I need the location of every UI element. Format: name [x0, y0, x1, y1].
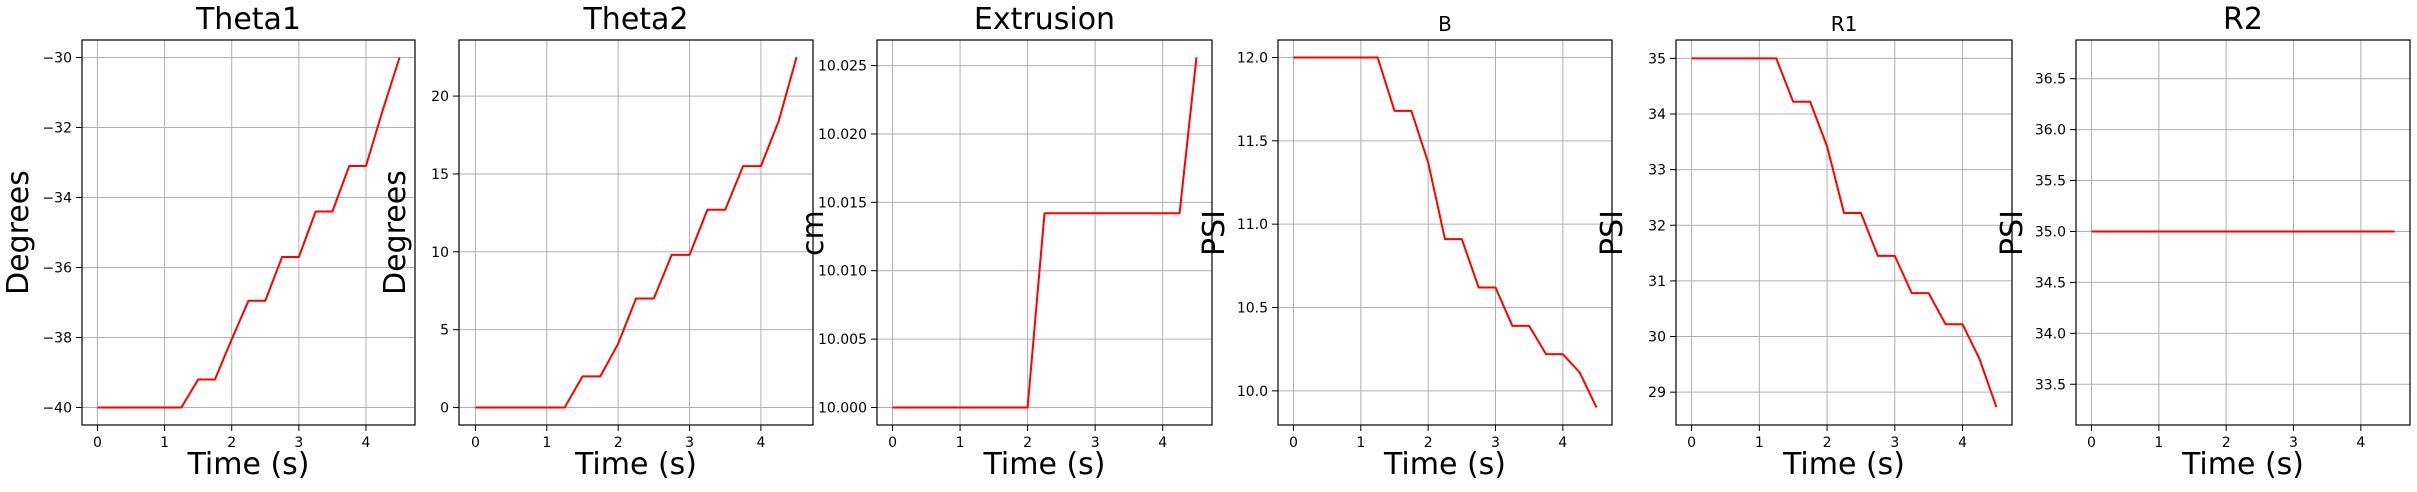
x-tick-label: 4: [756, 435, 765, 451]
plot-frame: [2075, 39, 2411, 426]
y-tick-label: −40: [42, 401, 72, 417]
y-axis-label: PSI: [1994, 209, 2030, 256]
x-tick-label: 2: [614, 435, 623, 451]
x-axis-label: Time (s): [1783, 447, 1905, 482]
y-tick-label: −32: [42, 121, 72, 137]
x-tick-label: 4: [1558, 435, 1567, 451]
y-tick-label: 34: [1648, 107, 1666, 123]
y-tick-label: 34.5: [2035, 275, 2066, 291]
y-tick-label: 12.0: [1237, 51, 1268, 67]
y-tick-label: 29: [1648, 385, 1666, 401]
y-tick-label: 31: [1648, 274, 1666, 290]
x-tick-label: 4: [2356, 435, 2365, 451]
plot-frame: [876, 39, 1213, 426]
x-tick-label: 3: [685, 435, 694, 451]
x-tick-label: 0: [471, 435, 480, 451]
x-axis-label: Time (s): [1384, 447, 1506, 482]
y-tick-label: 5: [440, 323, 449, 339]
chart-title: Theta1: [195, 2, 302, 37]
x-axis-label: Time (s): [187, 447, 310, 482]
x-tick-label: 3: [1091, 435, 1100, 451]
x-tick-label: 2: [1424, 435, 1433, 451]
y-tick-label: 10.010: [818, 264, 867, 280]
y-tick-label: 35.5: [2035, 174, 2066, 190]
x-tick-label: 1: [956, 435, 965, 451]
y-tick-label: 11.5: [1237, 134, 1268, 150]
y-tick-label: 33: [1648, 163, 1666, 179]
plot-frame: [458, 39, 814, 426]
y-tick-label: 36.5: [2035, 72, 2066, 88]
y-tick-label: 10.015: [818, 195, 867, 211]
y-tick-label: 30: [1648, 330, 1666, 346]
x-tick-label: 4: [362, 435, 371, 451]
y-tick-label: 10.025: [818, 59, 867, 75]
x-tick-label: 1: [1755, 435, 1764, 451]
x-tick-label: 3: [2289, 435, 2298, 451]
y-tick-label: −36: [42, 261, 72, 277]
chart-title: R2: [2223, 2, 2263, 37]
y-tick-label: 20: [431, 89, 449, 105]
y-tick-label: 35.0: [2035, 224, 2066, 240]
y-tick-label: 35: [1648, 51, 1666, 67]
y-tick-label: 10.000: [818, 400, 867, 416]
y-tick-label: −30: [42, 51, 72, 67]
series-line: [892, 57, 1198, 409]
x-tick-label: 3: [1890, 435, 1899, 451]
y-tick-label: 10: [431, 245, 449, 261]
x-tick-label: 2: [227, 435, 236, 451]
plot-frame: [81, 39, 416, 426]
series-line: [1691, 57, 1998, 408]
series-line: [97, 57, 401, 409]
x-axis-label: Time (s): [983, 447, 1106, 482]
y-tick-label: −38: [42, 331, 72, 347]
x-tick-label: 0: [888, 435, 897, 451]
y-tick-label: 34.0: [2035, 326, 2066, 342]
y-tick-label: 10.5: [1237, 301, 1268, 317]
x-tick-label: 1: [542, 435, 551, 451]
chart-title: Theta2: [583, 2, 689, 37]
x-axis-label: Time (s): [575, 447, 697, 482]
y-tick-label: 32: [1648, 218, 1666, 234]
y-tick-label: 33.5: [2035, 377, 2066, 393]
x-tick-label: 2: [2222, 435, 2231, 451]
y-tick-label: 10.020: [818, 127, 867, 143]
x-tick-label: 2: [1023, 435, 1032, 451]
x-tick-label: 0: [1289, 435, 1298, 451]
y-tick-label: 10.0: [1237, 384, 1268, 400]
x-tick-label: 2: [1823, 435, 1832, 451]
y-tick-label: 15: [431, 167, 449, 183]
chart-title: Extrusion: [973, 2, 1116, 37]
y-tick-label: 36.0: [2035, 123, 2066, 139]
x-tick-label: 4: [1158, 435, 1167, 451]
series-line: [1293, 56, 1598, 408]
y-tick-label: 11.0: [1237, 217, 1268, 233]
plot-frame: [1675, 39, 2013, 426]
plot-frame: [1277, 39, 1613, 426]
y-tick-label: 0: [440, 401, 449, 417]
y-tick-label: 10.005: [818, 332, 867, 348]
x-axis-label: Time (s): [2182, 447, 2304, 482]
chart-title: B: [1438, 12, 1452, 36]
x-tick-label: 3: [1491, 435, 1500, 451]
y-tick-label: −34: [42, 191, 72, 207]
x-tick-label: 4: [1958, 435, 1967, 451]
series-line: [475, 56, 798, 409]
x-tick-label: 3: [294, 435, 303, 451]
x-tick-label: 1: [160, 435, 169, 451]
x-tick-label: 0: [2087, 435, 2096, 451]
x-tick-label: 1: [1356, 435, 1365, 451]
x-tick-label: 0: [93, 435, 102, 451]
x-tick-label: 0: [1687, 435, 1696, 451]
x-tick-label: 1: [2154, 435, 2163, 451]
chart-title: R1: [1830, 12, 1858, 36]
